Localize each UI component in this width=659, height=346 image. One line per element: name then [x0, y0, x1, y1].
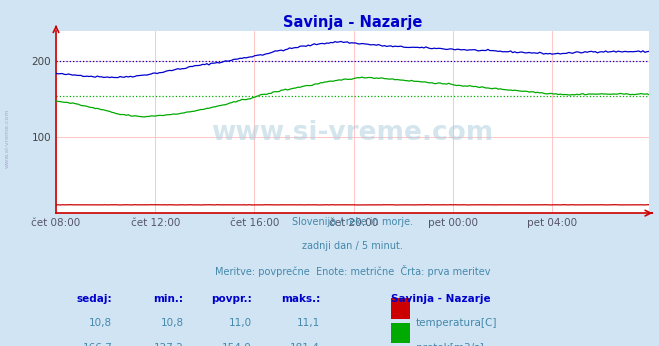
Text: 154,0: 154,0: [222, 343, 252, 346]
Text: 11,1: 11,1: [297, 318, 320, 328]
Text: 181,4: 181,4: [290, 343, 320, 346]
Text: zadnji dan / 5 minut.: zadnji dan / 5 minut.: [302, 241, 403, 251]
Text: temperatura[C]: temperatura[C]: [416, 318, 498, 328]
Text: povpr.:: povpr.:: [211, 294, 252, 304]
Text: min.:: min.:: [154, 294, 183, 304]
Text: 10,8: 10,8: [89, 318, 112, 328]
Text: www.si-vreme.com: www.si-vreme.com: [212, 120, 494, 146]
Text: 11,0: 11,0: [229, 318, 252, 328]
Text: Savinja - Nazarje: Savinja - Nazarje: [391, 294, 491, 304]
Bar: [391, 298, 410, 319]
Text: 127,2: 127,2: [154, 343, 183, 346]
Text: 166,7: 166,7: [82, 343, 112, 346]
Bar: [391, 323, 410, 344]
Text: 10,8: 10,8: [160, 318, 183, 328]
Text: www.si-vreme.com: www.si-vreme.com: [5, 109, 10, 168]
Text: pretok[m3/s]: pretok[m3/s]: [416, 343, 484, 346]
Text: Savinja - Nazarje: Savinja - Nazarje: [283, 15, 422, 29]
Text: maks.:: maks.:: [281, 294, 320, 304]
Text: Meritve: povprečne  Enote: metrične  Črta: prva meritev: Meritve: povprečne Enote: metrične Črta:…: [215, 265, 490, 277]
Text: Slovenija / reke in morje.: Slovenija / reke in morje.: [292, 217, 413, 227]
Text: sedaj:: sedaj:: [76, 294, 112, 304]
